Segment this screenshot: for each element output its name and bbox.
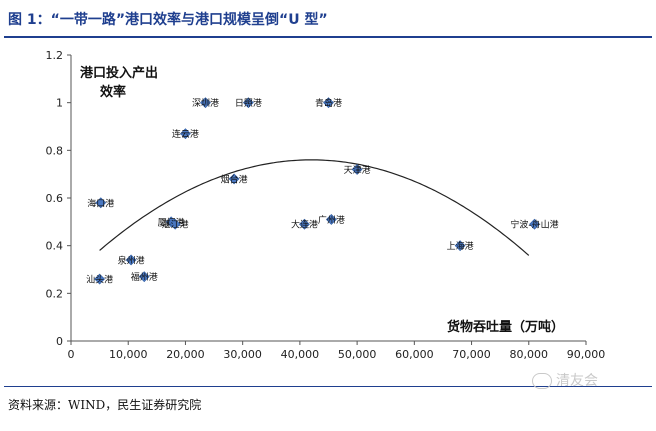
data-point-label: 汕头港 <box>86 274 113 286</box>
x-tick-label: 50,000 <box>338 348 377 361</box>
data-point <box>94 273 106 285</box>
data-point <box>454 240 466 252</box>
data-point-label: 海口港 <box>87 197 114 209</box>
x-tick-label: 0 <box>68 348 75 361</box>
x-tick-label: 90,000 <box>567 348 606 361</box>
watermark-text: 清友会 <box>556 373 598 389</box>
x-tick-label: 60,000 <box>395 348 434 361</box>
data-point <box>323 97 334 109</box>
data-point <box>125 254 137 266</box>
data-point-label: 上海港 <box>447 240 474 252</box>
data-point-label: 天津港 <box>344 164 371 176</box>
data-point <box>325 214 337 225</box>
data-point-label: 深圳港 <box>192 97 219 109</box>
y-tick-label: 0 <box>56 335 63 348</box>
data-point-label: 泉州港 <box>118 254 145 266</box>
source-note: 资料来源：WIND，民生证券研究院 <box>8 398 202 412</box>
wechat-icon <box>532 373 552 389</box>
y-tick-label: 1 <box>56 97 63 110</box>
data-point-label: 广州港 <box>318 214 345 226</box>
data-point <box>169 218 181 230</box>
chart-axes: 0 10,000 20,000 30,000 40,000 50,000 60,000 70,… <box>46 49 606 361</box>
data-point <box>95 197 107 209</box>
x-tick-label: 40,000 <box>281 348 320 361</box>
page-title: 图 1：“一带一路”港口效率与港口规模呈倒“U 型” <box>8 12 328 28</box>
data-point <box>242 97 254 109</box>
source-divider <box>4 386 652 387</box>
data-point <box>200 97 211 109</box>
y-tick-label: 0.8 <box>46 144 64 157</box>
x-tick-label: 10,000 <box>109 348 148 361</box>
data-point-label: 宁波-舟山港 <box>510 219 558 231</box>
data-points-group: 深圳港日照港青岛港连云港烟台港天津港海口港厦门港湛江港大连港广州港宁波-舟山港上… <box>86 97 559 285</box>
y-tick-label: 1.2 <box>46 49 64 62</box>
data-point <box>529 218 540 230</box>
x-axis-title: 货物吞吐量（万吨） <box>447 319 564 335</box>
data-point-label: 日照港 <box>235 97 262 109</box>
y-tick-label: 0.4 <box>46 240 64 253</box>
x-tick-label: 80,000 <box>510 348 549 361</box>
y-axis-title-line-2: 效率 <box>100 84 126 100</box>
trendline <box>99 159 530 256</box>
data-point-label: 连云港 <box>172 128 199 140</box>
y-tick-label: 0.2 <box>46 287 64 300</box>
data-point <box>180 128 191 140</box>
trendline-group <box>99 159 530 256</box>
data-point <box>138 271 150 283</box>
data-point-label: 湛江港 <box>162 219 189 231</box>
data-point-label: 烟台港 <box>221 173 248 185</box>
data-point-label: 大连港 <box>291 219 318 231</box>
data-point <box>228 173 240 185</box>
x-tick-label: 70,000 <box>452 348 491 361</box>
x-tick-label: 20,000 <box>166 348 205 361</box>
data-point-label: 福州港 <box>131 271 158 283</box>
data-point-label: 青岛港 <box>315 97 342 109</box>
title-divider <box>4 36 652 38</box>
y-tick-label: 0.6 <box>46 192 64 205</box>
y-axis-title: 港口投入产出 <box>80 65 158 81</box>
x-tick-label: 30,000 <box>223 348 262 361</box>
watermark: 清友会 <box>532 370 598 390</box>
data-point <box>351 163 363 175</box>
data-point <box>299 218 310 230</box>
